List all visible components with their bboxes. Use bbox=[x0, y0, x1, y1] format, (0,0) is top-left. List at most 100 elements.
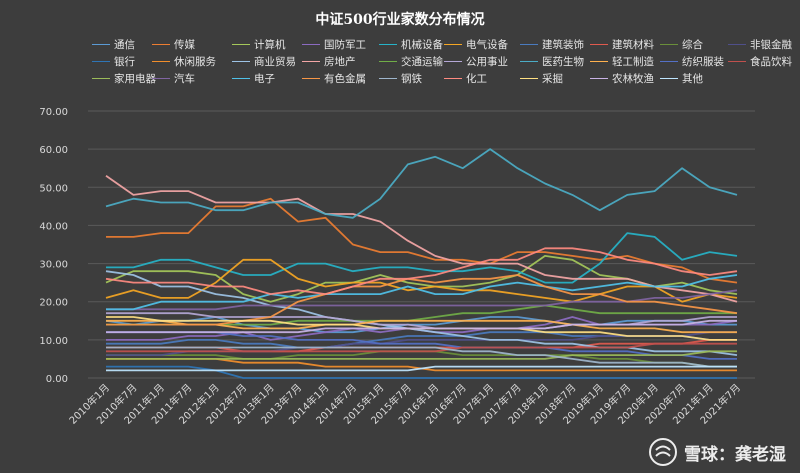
legend-swatch bbox=[302, 43, 320, 45]
legend-label: 纺织服装 bbox=[682, 55, 724, 68]
series-line-2 bbox=[106, 197, 738, 284]
legend-label: 建筑材料 bbox=[612, 38, 654, 51]
legend-swatch bbox=[92, 77, 110, 79]
series-line-21 bbox=[106, 350, 737, 360]
y-tick-label: 10.00 bbox=[39, 336, 68, 347]
series-line-29 bbox=[106, 365, 737, 372]
legend-label: 电气设备 bbox=[466, 38, 508, 51]
watermark-separator: ： bbox=[718, 444, 735, 465]
legend-item: 房地产 bbox=[302, 54, 356, 68]
legend-item: 通信 bbox=[92, 37, 135, 51]
legend-swatch bbox=[379, 77, 397, 79]
watermark: 雪球 ： 龚老湿 bbox=[648, 437, 786, 467]
legend-label: 房地产 bbox=[324, 55, 356, 68]
legend-label: 食品饮料 bbox=[750, 55, 792, 68]
legend-item: 银行 bbox=[92, 54, 135, 68]
series-line-1 bbox=[105, 316, 737, 334]
legend-label: 非银金融 bbox=[750, 38, 792, 51]
legend-item: 商业贸易 bbox=[232, 54, 296, 68]
legend-item: 传媒 bbox=[152, 37, 195, 51]
y-tick-label: 0.00 bbox=[46, 374, 68, 385]
y-tick-label: 50.00 bbox=[39, 183, 68, 194]
legend-swatch bbox=[152, 43, 170, 45]
legend-label: 汽车 bbox=[174, 72, 195, 85]
legend-label: 化工 bbox=[466, 72, 487, 85]
legend-label: 休闲服务 bbox=[174, 55, 216, 68]
legend-item: 家用电器 bbox=[92, 71, 156, 85]
legend-label: 计算机 bbox=[254, 38, 286, 51]
legend-item: 机械设备 bbox=[379, 37, 443, 51]
legend-item: 电子 bbox=[232, 71, 275, 85]
series-line-13 bbox=[105, 270, 738, 356]
legend-label: 轻工制造 bbox=[612, 55, 654, 68]
legend-swatch bbox=[590, 60, 608, 62]
legend-item: 其他 bbox=[660, 71, 703, 85]
legend-item: 农林牧渔 bbox=[590, 71, 654, 85]
legend-label: 传媒 bbox=[174, 38, 195, 51]
legend-swatch bbox=[444, 43, 462, 45]
legend-item: 国防军工 bbox=[302, 37, 366, 51]
legend-swatch bbox=[728, 43, 746, 45]
legend-label: 家用电器 bbox=[114, 72, 156, 85]
legend-label: 有色金属 bbox=[324, 72, 366, 85]
legend-label: 建筑装饰 bbox=[542, 38, 584, 51]
series-line-23 bbox=[106, 274, 738, 311]
legend-label: 钢铁 bbox=[401, 72, 422, 85]
legend-item: 建筑装饰 bbox=[520, 37, 584, 51]
legend-swatch bbox=[520, 43, 538, 45]
legend-swatch bbox=[92, 60, 110, 62]
legend-label: 农林牧渔 bbox=[612, 72, 654, 85]
legend-swatch bbox=[152, 60, 170, 62]
y-tick-label: 40.00 bbox=[39, 221, 68, 232]
legend-swatch bbox=[379, 60, 397, 62]
legend-item: 有色金属 bbox=[302, 71, 366, 85]
legend-label: 电子 bbox=[254, 72, 275, 85]
legend-item: 公用事业 bbox=[444, 54, 508, 68]
legend-swatch bbox=[660, 43, 678, 45]
legend-label: 医药生物 bbox=[542, 55, 584, 68]
legend-label: 其他 bbox=[682, 72, 703, 85]
legend-item: 休闲服务 bbox=[152, 54, 216, 68]
legend-item: 采掘 bbox=[520, 71, 563, 85]
series-line-5 bbox=[106, 232, 738, 284]
legend-item: 食品饮料 bbox=[728, 54, 792, 68]
legend-swatch bbox=[379, 43, 397, 45]
y-tick-label: 70.00 bbox=[39, 107, 68, 118]
legend-label: 机械设备 bbox=[401, 38, 443, 51]
y-tick-label: 30.00 bbox=[39, 260, 68, 271]
series-line-25 bbox=[106, 346, 737, 368]
legend-swatch bbox=[302, 60, 320, 62]
series-line-14 bbox=[105, 175, 738, 303]
legend-item: 纺织服装 bbox=[660, 54, 724, 68]
series-line-17 bbox=[105, 148, 738, 219]
legend-swatch bbox=[302, 77, 320, 79]
legend-swatch bbox=[590, 77, 608, 79]
legend-label: 交通运输 bbox=[401, 55, 443, 68]
legend-item: 电气设备 bbox=[444, 37, 508, 51]
legend-item: 非银金融 bbox=[728, 37, 792, 51]
legend-swatch bbox=[152, 77, 170, 79]
legend-swatch bbox=[660, 60, 678, 62]
series-line-24 bbox=[106, 274, 738, 326]
y-tick-label: 20.00 bbox=[39, 298, 68, 309]
legend-label: 国防军工 bbox=[324, 38, 366, 51]
watermark-brand: 雪球 bbox=[684, 444, 718, 465]
legend-item: 建筑材料 bbox=[590, 37, 654, 51]
legend-item: 轻工制造 bbox=[590, 54, 654, 68]
series-line-22 bbox=[106, 289, 738, 311]
y-tick-label: 60.00 bbox=[39, 145, 68, 156]
watermark-author: 龚老湿 bbox=[735, 444, 786, 465]
legend-swatch bbox=[728, 60, 746, 62]
legend-swatch bbox=[232, 60, 250, 62]
legend-swatch bbox=[590, 43, 608, 45]
legend-label: 公用事业 bbox=[466, 55, 508, 68]
legend-item: 汽车 bbox=[152, 71, 195, 85]
legend-swatch bbox=[520, 77, 538, 79]
chart-title: 中证500行业家数分布情况 bbox=[315, 12, 485, 28]
legend-label: 采掘 bbox=[542, 72, 563, 85]
legend-item: 交通运输 bbox=[379, 54, 443, 68]
legend-item: 综合 bbox=[660, 37, 703, 51]
series-line-26 bbox=[105, 247, 738, 295]
legend-label: 商业贸易 bbox=[254, 55, 296, 68]
